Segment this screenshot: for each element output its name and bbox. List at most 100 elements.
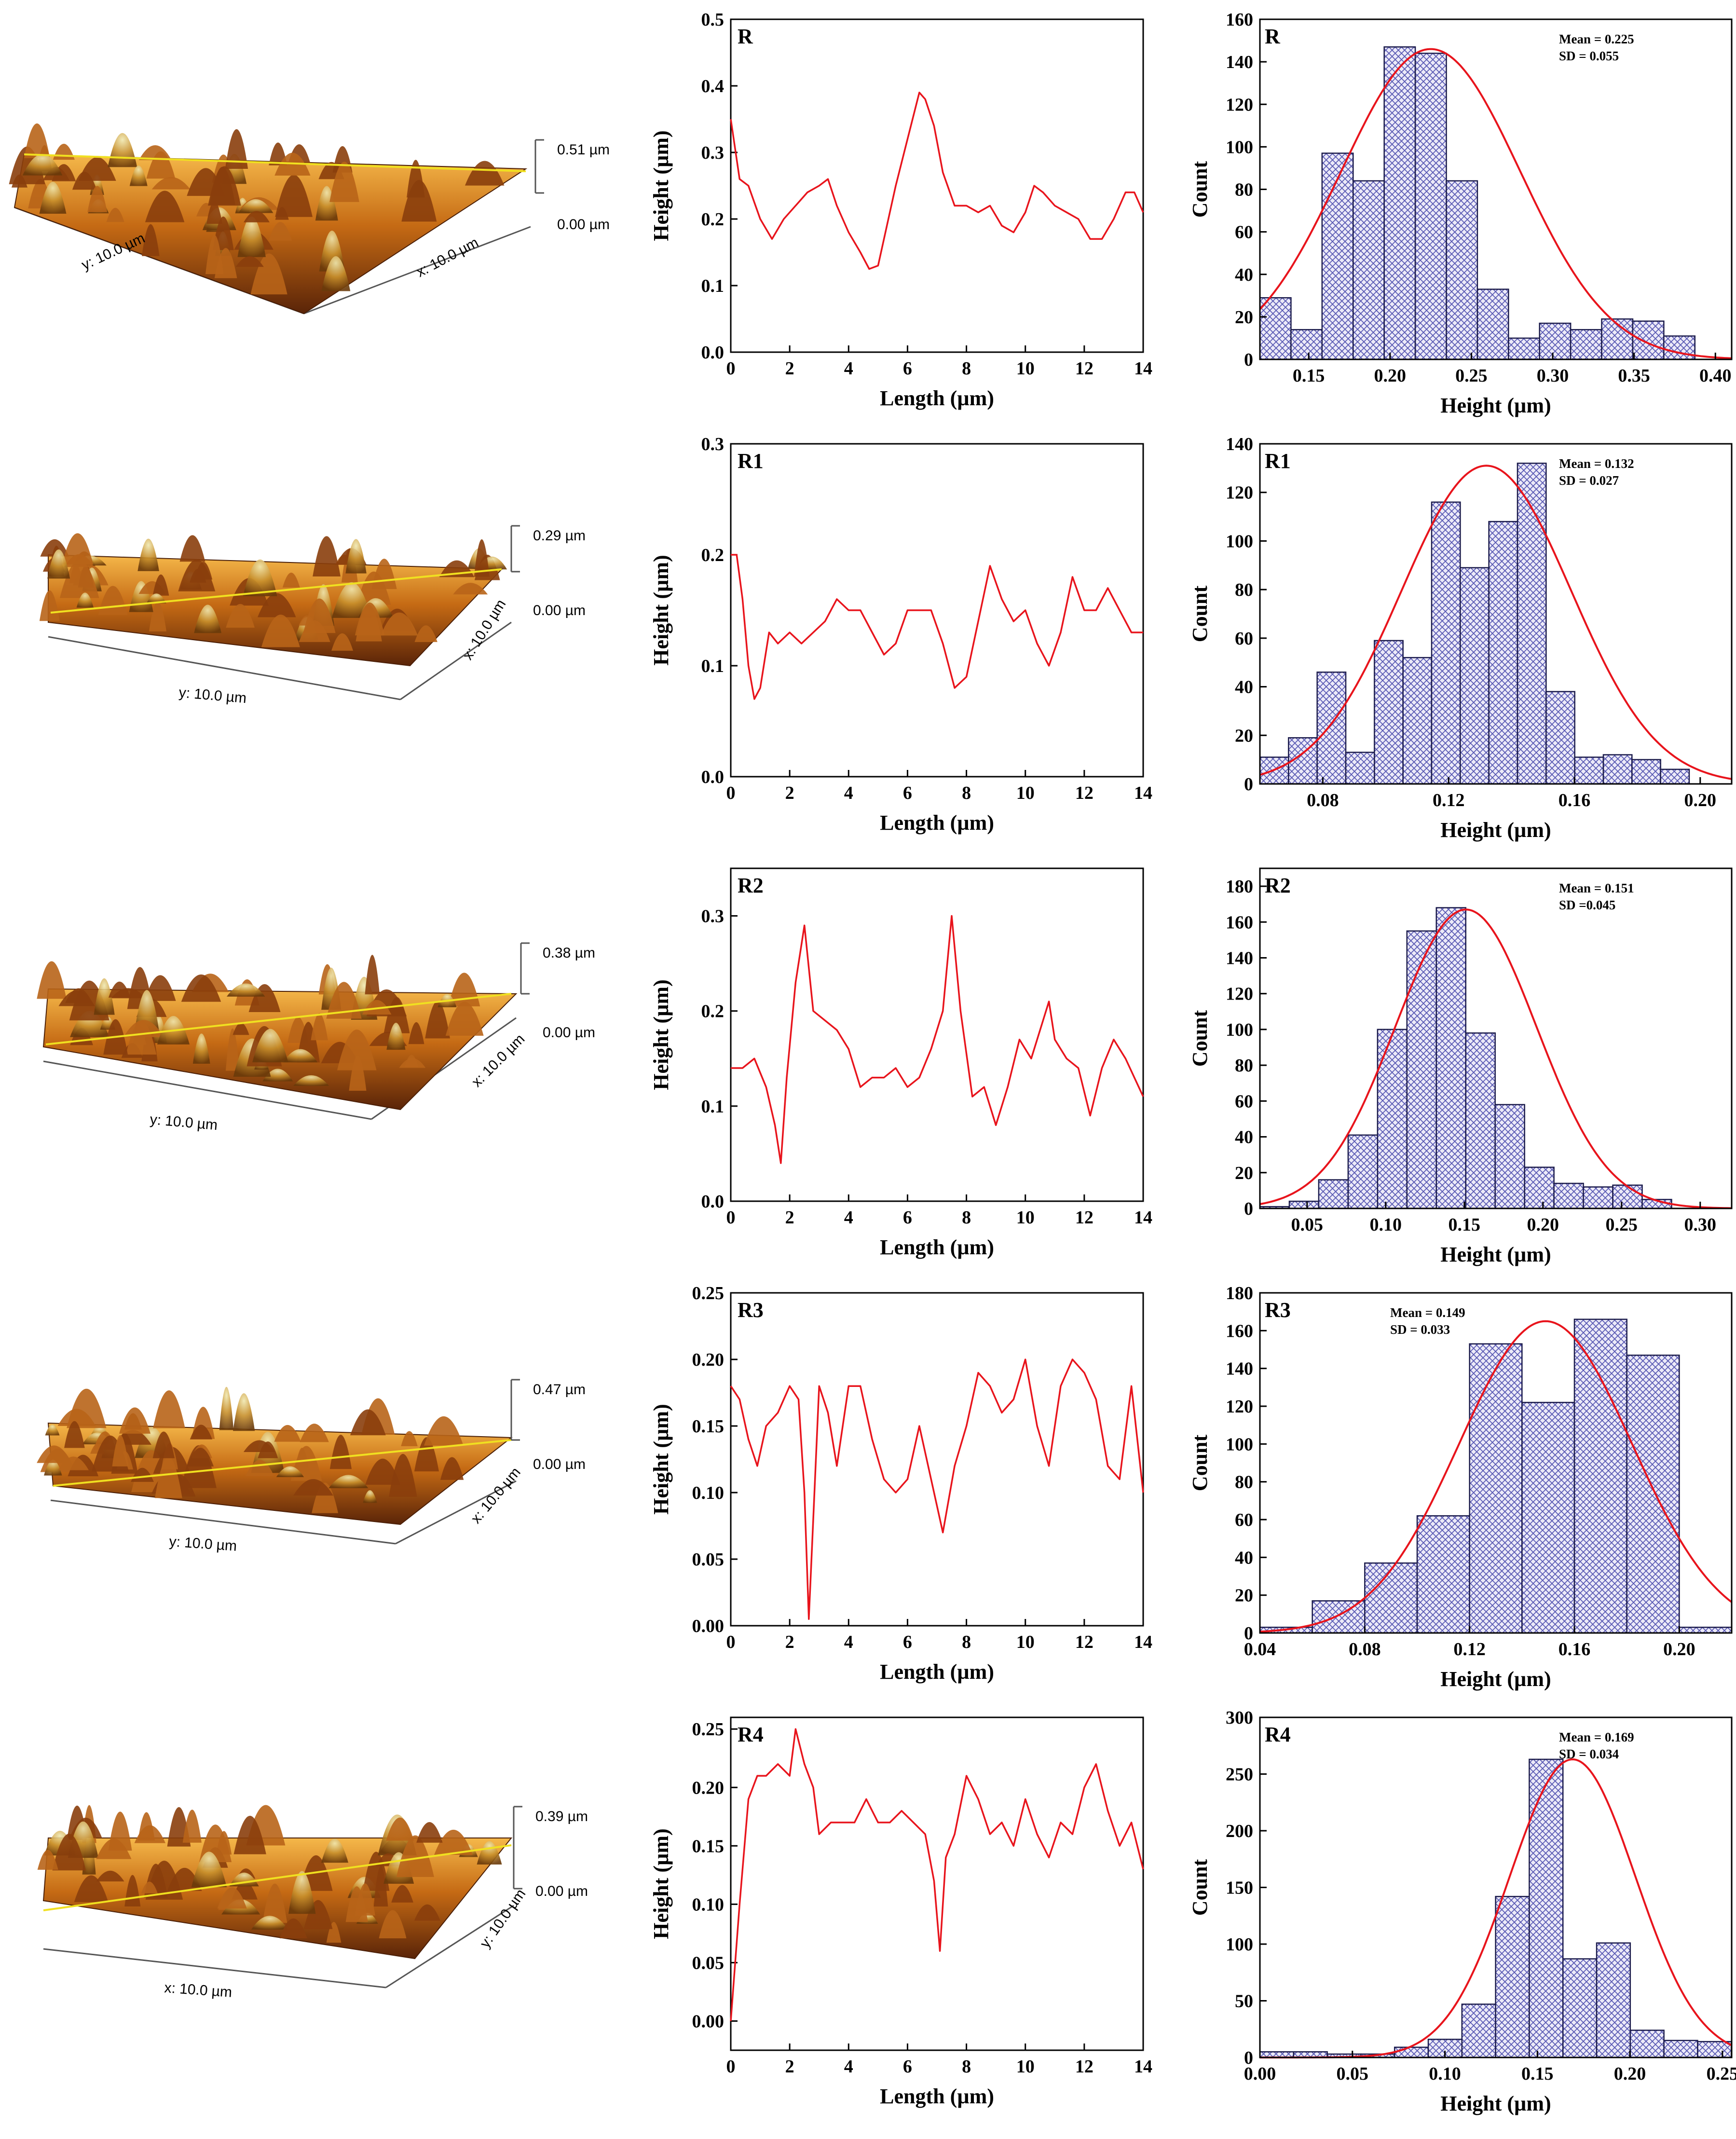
afm-base-edge: [50, 1499, 396, 1545]
afm-peak: [389, 1453, 417, 1497]
histogram-bar: [1465, 1032, 1496, 1209]
x-tick-label: 0.08: [1349, 1639, 1381, 1659]
histogram-bar: [1352, 180, 1385, 360]
x-tick-label: 0.16: [1558, 790, 1591, 810]
afm-peak: [112, 1435, 129, 1467]
histogram-bar: [1573, 1318, 1627, 1634]
x-axis-label: Length (µm): [880, 1235, 994, 1259]
histogram-bar: [1495, 1896, 1530, 2058]
afm-peak: [58, 990, 95, 1006]
charts: 0 2 4 6 8 10 12 14 0.0 0.1 0.2 0.3 0.4 0.5 R Length (µm…: [649, 10, 1736, 2115]
histogram-bar: [1574, 756, 1604, 785]
x-tick-label: 10: [1016, 783, 1035, 803]
afm-peak: [152, 574, 169, 596]
y-axis-label: Count: [1188, 1010, 1212, 1067]
afm-peak: [365, 955, 380, 995]
y-tick-label: 0.1: [701, 276, 724, 296]
x-tick-label: 0.12: [1433, 790, 1465, 810]
x-tick-label: 0.40: [1699, 366, 1732, 386]
histogram-bar: [1494, 1104, 1525, 1209]
histogram-bar: [1446, 180, 1478, 360]
afm-z-max-label: 0.39 µm: [535, 1809, 588, 1824]
x-axis-label: Height (µm): [1440, 818, 1551, 842]
histogram-bar: [1631, 759, 1661, 785]
afm-peak: [53, 144, 75, 160]
y-tick-label: 20: [1235, 726, 1253, 746]
afm-peak: [244, 211, 270, 222]
afm-peak: [233, 1816, 266, 1854]
afm-peak: [396, 1835, 434, 1877]
afm-peak: [350, 1409, 386, 1436]
x-tick-label: 12: [1075, 1632, 1094, 1652]
x-tick-label: 2: [785, 1207, 794, 1228]
afm-peak: [365, 1458, 400, 1485]
afm-peak: [208, 166, 241, 206]
y-tick-label: 0.3: [701, 906, 724, 927]
afm-base-edge: [43, 1060, 372, 1120]
afm-peak: [11, 174, 27, 188]
panel-label: R2: [1265, 874, 1291, 897]
afm-peak: [414, 1437, 439, 1472]
y-tick-label: 180: [1226, 877, 1253, 897]
x-tick-label: 4: [844, 783, 853, 803]
histogram-bar: [1570, 329, 1602, 360]
afm-peak: [181, 974, 221, 1002]
y-tick-label: 0.0: [701, 767, 724, 787]
histogram-bar: [1488, 521, 1518, 785]
x-tick-label: 4: [844, 1632, 853, 1652]
y-tick-label: 300: [1226, 1708, 1253, 1728]
histogram-bar: [1316, 672, 1347, 785]
afm-z-max-label: 0.29 µm: [533, 528, 586, 544]
y-tick-label: 0.0: [701, 1192, 724, 1212]
afm-base-edge: [48, 636, 401, 700]
profile-line: [731, 915, 1144, 1164]
y-axis-label: Height (µm): [649, 979, 673, 1090]
histogram-bar: [1288, 1200, 1320, 1209]
afm-z-min-label: 0.00 µm: [533, 603, 586, 618]
x-axis-label: Height (µm): [1440, 2092, 1551, 2115]
afm-peak: [386, 1023, 406, 1050]
afm-peak: [144, 975, 176, 1001]
histogram-chart-R4: 0.00 0.05 0.10 0.15 0.20 0.25 0 50 100 150 200 250 3…: [1188, 1708, 1736, 2115]
y-tick-label: 100: [1226, 1020, 1253, 1040]
afm-peak: [303, 598, 336, 633]
x-tick-label: 0.10: [1429, 2064, 1461, 2084]
afm-axis-label: x: 10.0 µm: [468, 1465, 524, 1527]
histogram-bar: [1460, 567, 1490, 785]
y-tick-label: 20: [1235, 1163, 1253, 1183]
x-tick-label: 0.25: [1606, 1215, 1638, 1235]
x-tick-label: 14: [1134, 1207, 1152, 1228]
afm-peak: [321, 1838, 349, 1863]
y-tick-label: 0.10: [692, 1483, 724, 1503]
afm-z-max-label: 0.51 µm: [557, 142, 610, 158]
afm-peak: [416, 1822, 443, 1843]
y-tick-label: 250: [1226, 1765, 1253, 1785]
y-tick-label: 40: [1235, 677, 1253, 698]
x-tick-label: 2: [785, 358, 794, 379]
afm-peak: [37, 1445, 72, 1463]
panel-label: R4: [738, 1723, 764, 1746]
y-tick-label: 40: [1235, 265, 1253, 285]
afm-z-min-label: 0.00 µm: [557, 217, 610, 233]
y-tick-label: 20: [1235, 1586, 1253, 1606]
afm-peak: [474, 539, 490, 577]
histogram-chart-R: 0.15 0.20 0.25 0.30 0.35 0.40 0 20 40 60 80 100 120 1…: [1188, 10, 1733, 417]
afm-peak: [300, 1424, 329, 1442]
x-tick-label: 0.30: [1537, 366, 1569, 386]
afm-axis-label: y: 10.0 µm: [477, 1886, 529, 1951]
histogram-bar: [1383, 46, 1416, 360]
y-tick-label: 60: [1235, 1091, 1253, 1111]
afm-peak: [386, 1817, 414, 1841]
profile-chart-R4: 0 2 4 6 8 10 12 14 0.00 0.05 0.10 0.15 0.20 0.25 R4 Len…: [649, 1716, 1152, 2108]
x-tick-label: 0.10: [1370, 1215, 1402, 1235]
histogram-bar: [1259, 297, 1292, 360]
x-tick-label: 8: [962, 1207, 971, 1228]
y-tick-label: 60: [1235, 222, 1253, 243]
afm-peak: [269, 222, 292, 241]
y-tick-label: 0.2: [701, 1001, 724, 1022]
y-tick-label: 0.25: [692, 1283, 724, 1303]
panel-label: R: [738, 25, 753, 48]
y-tick-label: 120: [1226, 984, 1253, 1004]
profile-chart-R3: 0 2 4 6 8 10 12 14 0.00 0.05 0.10 0.15 0.20 0.25 R3 Len…: [649, 1283, 1152, 1684]
y-tick-label: 0.3: [701, 434, 724, 454]
